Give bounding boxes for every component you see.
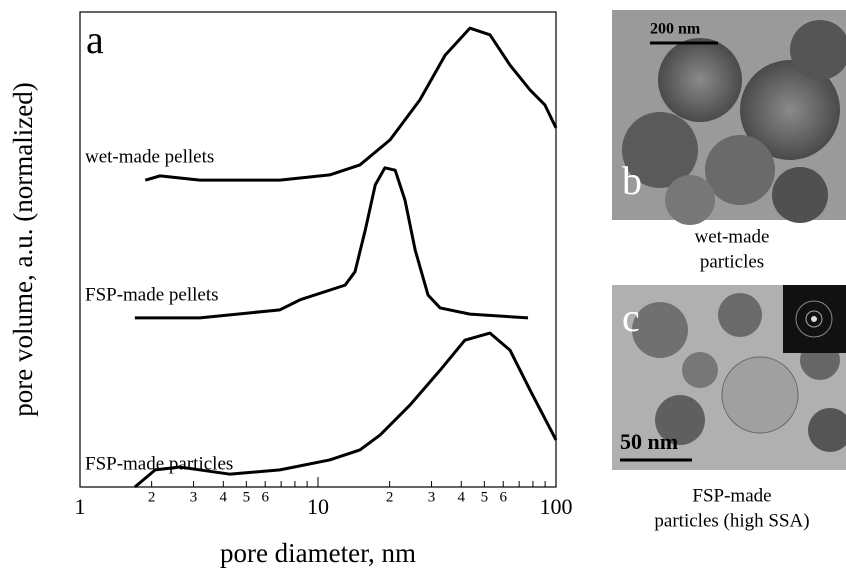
- x-tick-label: 100: [540, 494, 573, 519]
- x-minor-tick-label: 3: [428, 489, 436, 505]
- curve: [144, 26, 558, 182]
- y-axis-label: pore volume, a.u. (normalized): [8, 82, 38, 416]
- image-caption: FSP-made: [692, 485, 771, 506]
- x-axis-label: pore diameter, nm: [220, 538, 416, 568]
- image-caption: particles: [700, 251, 764, 272]
- curve: [133, 331, 558, 489]
- series-label: wet-made pellets: [85, 147, 214, 168]
- series-label: FSP-made particles: [85, 453, 233, 474]
- x-minor-tick-label: 2: [386, 489, 394, 505]
- scale-bar-label: 50 nm: [620, 429, 678, 454]
- x-minor-tick-label: 6: [261, 489, 269, 505]
- image-caption: particles (high SSA): [654, 510, 809, 531]
- x-minor-tick-label: 6: [499, 489, 507, 505]
- image-panel-label: c: [622, 295, 640, 340]
- tem-image-c: [612, 285, 846, 470]
- x-minor-tick-label: 4: [458, 489, 466, 505]
- series-label: FSP-made pellets: [85, 284, 219, 305]
- plot-frame: [79, 11, 557, 488]
- x-tick-label: 10: [307, 494, 329, 519]
- panel-label: a: [86, 17, 104, 62]
- scale-bar-label: 200 nm: [650, 21, 701, 38]
- curve: [134, 166, 529, 320]
- image-panel-label: b: [622, 158, 642, 203]
- image-caption: wet-made: [695, 226, 770, 247]
- x-minor-tick-label: 5: [243, 489, 251, 505]
- x-minor-tick-label: 5: [481, 489, 489, 505]
- x-minor-tick-label: 2: [148, 489, 156, 505]
- x-tick-label: 1: [75, 494, 86, 519]
- tem-image-b: [612, 10, 846, 225]
- x-minor-tick-label: 3: [190, 489, 198, 505]
- x-minor-tick-label: 4: [220, 489, 228, 505]
